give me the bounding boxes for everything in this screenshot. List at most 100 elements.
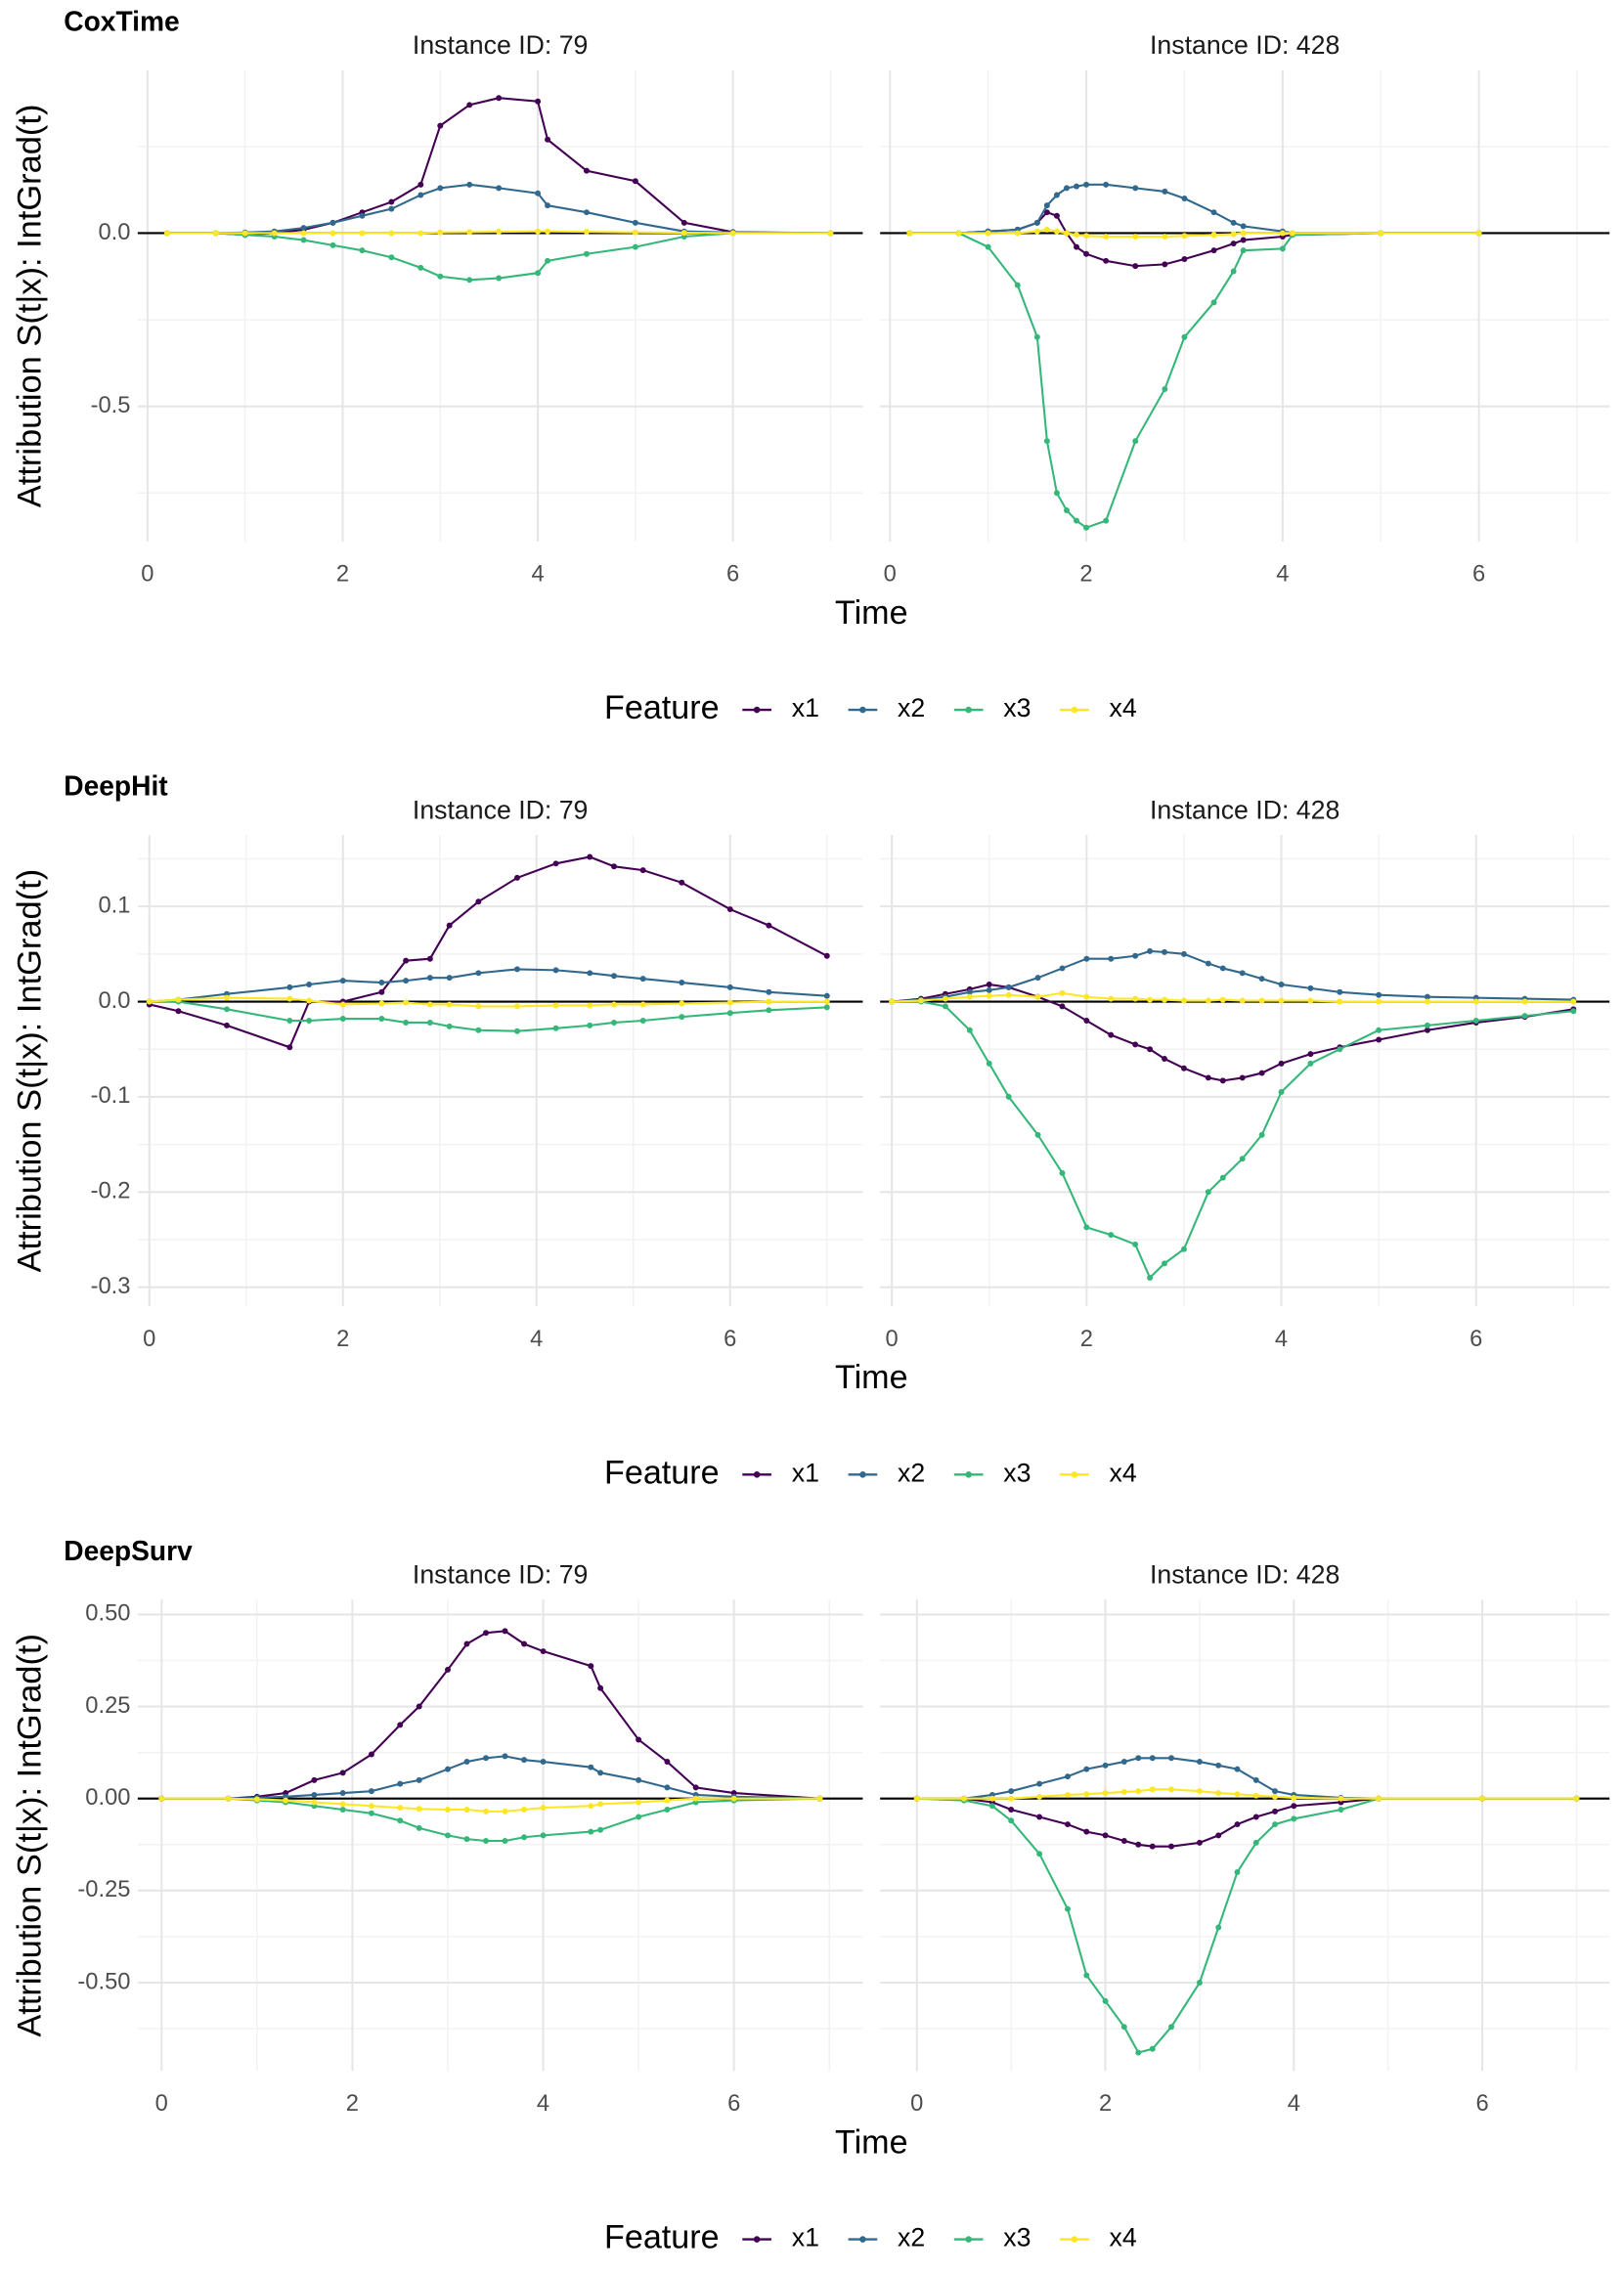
data-point — [988, 1803, 995, 1810]
data-point — [1147, 947, 1154, 954]
data-point — [359, 212, 366, 219]
data-point — [521, 1640, 528, 1647]
data-point — [766, 988, 772, 995]
data-point — [1210, 247, 1217, 254]
data-point — [1008, 1795, 1015, 1802]
data-point — [1234, 1869, 1241, 1876]
data-point — [283, 1797, 289, 1804]
data-point — [388, 198, 395, 205]
data-point — [397, 1722, 404, 1728]
data-point — [514, 966, 520, 973]
data-point — [1147, 996, 1154, 1003]
data-point — [1230, 231, 1237, 238]
data-point — [1132, 185, 1139, 192]
data-point — [1196, 1980, 1203, 1987]
data-point — [212, 230, 219, 237]
data-point — [1196, 1759, 1203, 1766]
data-point — [955, 230, 962, 237]
data-point — [1135, 1788, 1142, 1795]
data-point — [463, 1759, 470, 1766]
data-point — [1205, 997, 1211, 1004]
data-point — [535, 98, 542, 105]
data-point — [339, 1001, 346, 1008]
legend-swatch-dot — [859, 2236, 866, 2243]
data-point — [146, 998, 153, 1005]
data-point — [1132, 952, 1139, 959]
data-point — [545, 228, 551, 235]
data-point — [1149, 1843, 1156, 1850]
data-point — [906, 230, 913, 237]
x-tick-label: 6 — [724, 1326, 736, 1352]
data-point — [286, 1018, 293, 1024]
data-point — [1378, 230, 1384, 237]
data-point — [463, 1640, 470, 1647]
data-point — [1239, 1074, 1246, 1081]
data-point — [1065, 1791, 1071, 1798]
data-point — [175, 1008, 182, 1015]
y-tick-label: 0.1 — [99, 892, 131, 918]
data-point — [1162, 996, 1167, 1003]
data-point — [1014, 282, 1021, 288]
data-point — [1103, 257, 1110, 264]
legend-label: x1 — [792, 2223, 819, 2252]
data-point — [1376, 1036, 1383, 1043]
data-point — [1162, 948, 1167, 955]
data-point — [1063, 230, 1070, 237]
data-point — [632, 229, 638, 236]
data-point — [163, 230, 170, 237]
data-point — [271, 230, 278, 237]
data-point — [1036, 1851, 1043, 1858]
data-point — [1521, 998, 1528, 1005]
data-point — [416, 1703, 422, 1710]
legend-swatch-dot — [753, 2236, 761, 2243]
legend-title: Feature — [604, 1454, 720, 1491]
data-point — [1376, 1795, 1383, 1802]
data-point — [388, 205, 395, 212]
data-point — [1162, 1260, 1167, 1267]
legend-label: x1 — [792, 1458, 819, 1487]
data-point — [679, 980, 685, 986]
data-point — [426, 1001, 433, 1008]
data-point — [988, 1795, 995, 1802]
data-point — [1279, 245, 1286, 252]
data-point — [1252, 1814, 1259, 1820]
data-point — [588, 1803, 594, 1810]
data-point — [311, 1799, 318, 1806]
y-tick-label: -0.25 — [77, 1876, 130, 1902]
data-point — [918, 997, 924, 1004]
data-point — [368, 1810, 374, 1816]
data-point — [1291, 1803, 1297, 1810]
data-point — [1074, 183, 1079, 190]
data-point — [1162, 1055, 1167, 1062]
data-point — [1162, 261, 1168, 268]
data-point — [403, 957, 410, 964]
data-point — [1307, 1060, 1314, 1067]
data-point — [483, 1808, 489, 1814]
data-point — [1376, 991, 1383, 998]
data-point — [1239, 1156, 1246, 1162]
data-point — [611, 1001, 617, 1008]
y-tick-label: -0.50 — [77, 1968, 130, 1994]
data-point — [1479, 1795, 1486, 1802]
data-point — [1278, 1060, 1285, 1067]
data-point — [1083, 1766, 1090, 1772]
legend-swatch-dot — [965, 1471, 972, 1478]
data-point — [368, 1751, 374, 1758]
data-point — [368, 1803, 374, 1810]
data-point — [446, 1023, 453, 1029]
data-point — [1135, 2049, 1142, 2056]
data-point — [588, 1764, 594, 1770]
data-point — [306, 1018, 313, 1024]
data-point — [1063, 185, 1070, 192]
x-tick-label: 6 — [1472, 561, 1485, 588]
data-point — [1162, 188, 1168, 195]
data-point — [1219, 1077, 1226, 1084]
y-tick-label: -0.5 — [91, 392, 131, 418]
data-point — [1120, 2024, 1127, 2031]
panel-subtitle: Instance ID: 428 — [1150, 30, 1339, 60]
data-point — [961, 1795, 967, 1802]
data-point — [1279, 230, 1286, 237]
data-point — [463, 1836, 470, 1843]
data-point — [1258, 1131, 1265, 1138]
data-point — [1065, 1773, 1071, 1780]
